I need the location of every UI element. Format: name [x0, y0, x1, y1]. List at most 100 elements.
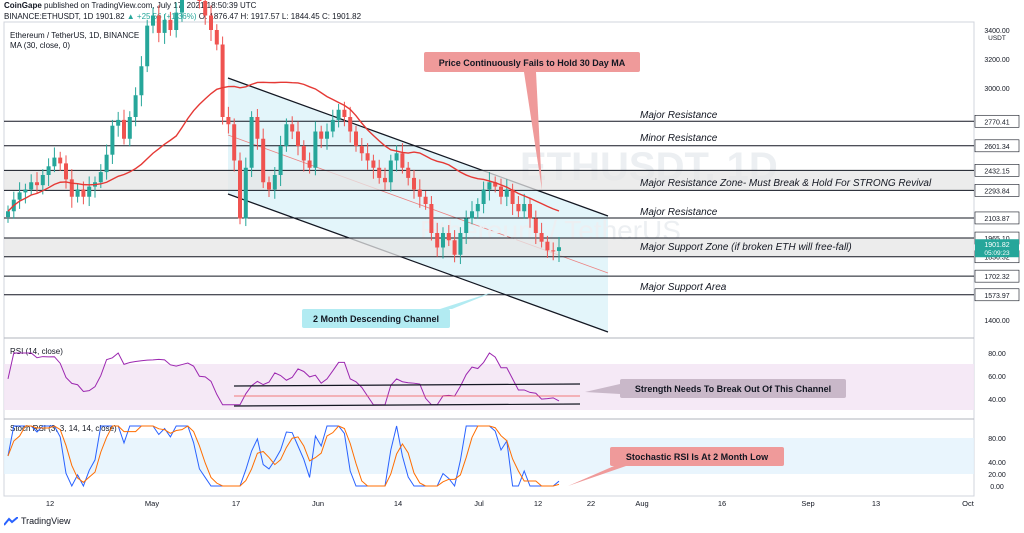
- rsi-channel-top[interactable]: [233, 383, 581, 387]
- price-axis-currency: USDT: [988, 35, 1006, 42]
- candle-body: [122, 119, 126, 139]
- rsi-tick-2: 40.00: [988, 397, 1006, 404]
- candle-body: [226, 117, 231, 125]
- candle-body: [359, 146, 364, 154]
- candle-body: [255, 117, 260, 139]
- candle-body: [458, 233, 463, 255]
- candle-body: [29, 182, 34, 190]
- level-tag-bg-2: [974, 164, 1020, 177]
- candle-body: [446, 233, 451, 241]
- rsi-callout: [620, 379, 846, 398]
- candle-body: [533, 218, 538, 233]
- rsi-callout-pointer: [585, 384, 620, 394]
- candle-body: [452, 240, 457, 255]
- rsi-label: RSI (14, close): [10, 347, 63, 356]
- candle-body: [365, 153, 370, 161]
- level-tag-8: 1573.97: [984, 293, 1009, 300]
- candle-body: [307, 160, 312, 168]
- time-tick-12: Oct: [962, 499, 975, 508]
- ma-fail-text: Price Continuously Fails to Hold 30 Day …: [439, 58, 626, 68]
- support-zone-label: Major Support Zone (if broken ETH will f…: [640, 242, 852, 253]
- level-tag-bg-1: [974, 139, 1020, 153]
- candle-body: [261, 138, 266, 183]
- level-tag-2: 2432.15: [984, 168, 1009, 175]
- candle-body: [180, 0, 184, 13]
- candle-body: [290, 124, 295, 132]
- stoch-tick-0: 80.00: [988, 436, 1006, 443]
- last-price-countdown: 05:09:23: [984, 250, 1010, 257]
- candle-body: [383, 177, 387, 183]
- candle-body: [75, 189, 80, 197]
- stoch-band: [4, 438, 974, 474]
- legend-pair: Ethereum / TetherUS, 1D, BINANCE: [10, 31, 139, 40]
- candle-body: [406, 167, 411, 178]
- stoch-tick-1: 40.00: [988, 460, 1006, 467]
- ticker-last: 1901.82: [95, 12, 125, 21]
- channel-fill: [228, 78, 608, 332]
- candle-body: [539, 233, 544, 242]
- candle-body: [313, 131, 318, 168]
- candle-body: [377, 167, 382, 178]
- candle-body: [284, 124, 289, 146]
- candle-body: [493, 182, 498, 187]
- level-tag-bg-8: [974, 288, 1020, 302]
- candle-body: [156, 15, 161, 33]
- ticker-ohlc: O: 1876.47 H: 1917.57 L: 1844.45 C: 1901…: [198, 12, 362, 21]
- candle-body: [423, 196, 428, 204]
- candle-body: [516, 204, 521, 212]
- stoch-tick-2: 20.00: [988, 472, 1006, 479]
- candle-body: [35, 182, 39, 186]
- channel-callout-pointer: [440, 291, 496, 309]
- ticker-symbol: BINANCE:ETHUSDT, 1D: [4, 12, 94, 21]
- legend-ma: MA (30, close, 0): [10, 41, 70, 50]
- candle-body: [499, 186, 503, 197]
- candle-body: [17, 192, 22, 200]
- tradingview-footer[interactable]: TradingView: [4, 516, 71, 526]
- candle-body: [168, 19, 173, 30]
- candle-body: [6, 211, 10, 218]
- candle-body: [249, 117, 254, 168]
- price-tick-2: 3000.00: [984, 86, 1009, 93]
- channel-upper-line[interactable]: [227, 77, 609, 217]
- ma-fail-pointer: [524, 72, 542, 190]
- time-tick-6: 12: [534, 499, 542, 508]
- time-tick-2: 17: [232, 499, 240, 508]
- candle-body: [475, 204, 480, 212]
- candle-body: [481, 189, 486, 204]
- candle-body: [139, 66, 144, 96]
- candle-body: [104, 154, 109, 173]
- channel-callout-text: 2 Month Descending Channel: [313, 314, 439, 324]
- candle-body: [116, 119, 121, 126]
- rsi-tick-1: 60.00: [988, 374, 1006, 381]
- stoch-callout-pointer: [568, 466, 626, 486]
- candle-body: [98, 172, 103, 183]
- candle-body: [232, 124, 237, 161]
- time-tick-1: May: [145, 499, 159, 508]
- rsi-line: [7, 352, 560, 406]
- level-tag-1: 2601.34: [984, 144, 1009, 151]
- candle-body: [278, 146, 283, 175]
- rsi-channel-bottom[interactable]: [233, 403, 581, 407]
- candle-body: [23, 189, 28, 193]
- last-price-value: 1901.82: [984, 242, 1009, 249]
- candle-body: [336, 109, 341, 120]
- axis-labels-group: 3400.003200.003000.001400.00USDT1901.820…: [975, 28, 1019, 491]
- candle-body: [551, 250, 556, 252]
- level-tag-0: 2770.41: [984, 119, 1009, 126]
- rsi-tick-0: 80.00: [988, 351, 1006, 358]
- candle-body: [464, 218, 469, 233]
- ma30-line: [7, 81, 560, 212]
- stoch-k-line: [7, 425, 560, 488]
- candle-body: [151, 15, 155, 26]
- candle-body: [301, 146, 306, 161]
- candle-body: [238, 160, 242, 219]
- candle-body: [429, 204, 434, 233]
- stoch-callout-text: Stochastic RSI Is At 2 Month Low: [626, 452, 769, 462]
- resistance-zone-label: Major Resistance Zone- Must Break & Hold…: [640, 178, 932, 189]
- candle-body: [174, 12, 179, 30]
- candle-body: [40, 175, 45, 186]
- rsi-callout-text: Strength Needs To Break Out Of This Chan…: [635, 384, 831, 394]
- publisher-text: published on TradingView.com, July 17, 2…: [44, 1, 257, 10]
- channel-lower-line[interactable]: [227, 193, 609, 333]
